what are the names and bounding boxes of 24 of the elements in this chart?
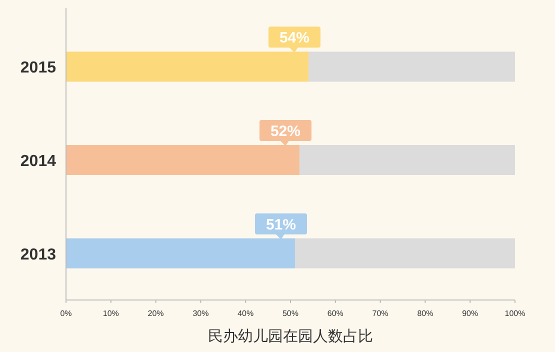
data-label: 52%	[270, 123, 300, 140]
bar	[66, 145, 300, 175]
x-tick-label: 90%	[462, 309, 478, 318]
x-tick-label: 30%	[192, 309, 209, 318]
x-tick-label: 20%	[148, 309, 164, 318]
x-tick-label: 10%	[102, 309, 119, 318]
x-tick-label: 0%	[60, 309, 72, 318]
bar	[299, 145, 515, 175]
x-tick-label: 50%	[282, 309, 299, 318]
data-label: 54%	[279, 30, 310, 47]
x-tick-label: 100%	[504, 309, 526, 318]
bar	[308, 52, 515, 82]
x-tick-label: 60%	[327, 309, 344, 318]
y-tick-label: 2013	[20, 246, 56, 264]
bar	[66, 52, 308, 82]
bar	[294, 238, 515, 268]
x-tick-label: 40%	[238, 309, 254, 318]
x-axis-title: 民办幼儿园在园人数占比	[208, 328, 373, 345]
x-tick-label: 70%	[372, 309, 388, 318]
x-tick-label: 80%	[417, 309, 434, 318]
y-tick-label: 2015	[20, 60, 56, 77]
data-label: 51%	[266, 216, 296, 234]
y-tick-label: 2014	[20, 153, 56, 170]
bar	[66, 238, 295, 268]
